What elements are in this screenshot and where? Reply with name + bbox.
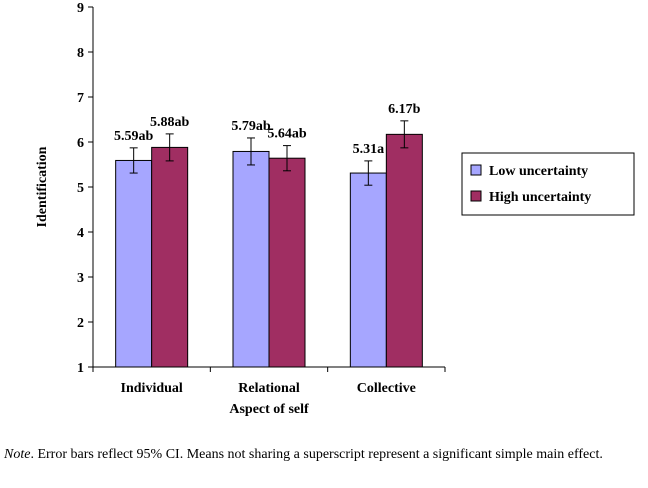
error-bars xyxy=(129,120,409,186)
legend-label: Low uncertainty xyxy=(489,164,588,179)
legend-swatch xyxy=(470,164,482,176)
bar xyxy=(385,133,423,368)
legend-swatch xyxy=(470,190,482,202)
note-text: . Error bars reflect 95% CI. Means not s… xyxy=(30,447,603,462)
data-label: 5.79ab xyxy=(231,119,271,134)
bar xyxy=(151,146,189,368)
legend-label: High uncertainty xyxy=(489,190,591,205)
x-tick-label: Individual xyxy=(121,381,183,396)
bar xyxy=(349,172,387,368)
data-label: 5.59ab xyxy=(114,129,154,144)
y-tick-label: 5 xyxy=(77,181,84,196)
legend: Low uncertainty High uncertainty xyxy=(461,152,635,216)
y-tick-label: 1 xyxy=(77,361,84,376)
chart-note: Note. Error bars reflect 95% CI. Means n… xyxy=(4,444,644,466)
y-tick-label: 6 xyxy=(77,136,84,151)
y-tick-label: 9 xyxy=(77,1,84,16)
legend-box xyxy=(461,152,635,216)
note-lead: Note xyxy=(4,447,31,462)
bar xyxy=(115,159,153,368)
y-tick-label: 7 xyxy=(77,91,84,106)
data-label: 5.64ab xyxy=(267,127,307,142)
x-tick-label: Collective xyxy=(357,381,416,396)
bar xyxy=(232,150,270,368)
y-tick-label: 2 xyxy=(77,316,84,331)
data-label: 5.31a xyxy=(353,142,385,157)
bars xyxy=(115,133,423,368)
data-labels: 5.59ab 5.79ab 5.31a 5.88ab 5.64ab 6.17b xyxy=(114,102,421,157)
y-tick-label: 4 xyxy=(77,226,84,241)
y-tick-label: 8 xyxy=(77,46,84,61)
y-axis-title: Identification xyxy=(35,146,50,227)
y-tick-label: 3 xyxy=(77,271,84,286)
data-label: 6.17b xyxy=(388,102,421,117)
x-axis-title: Aspect of self xyxy=(229,402,309,417)
x-tick-label: Relational xyxy=(238,381,300,396)
data-label: 5.88ab xyxy=(150,115,190,130)
bar-chart: 1 2 3 4 5 6 7 8 9 Individual Relational Collective A… xyxy=(35,1,635,417)
bar xyxy=(268,157,306,368)
